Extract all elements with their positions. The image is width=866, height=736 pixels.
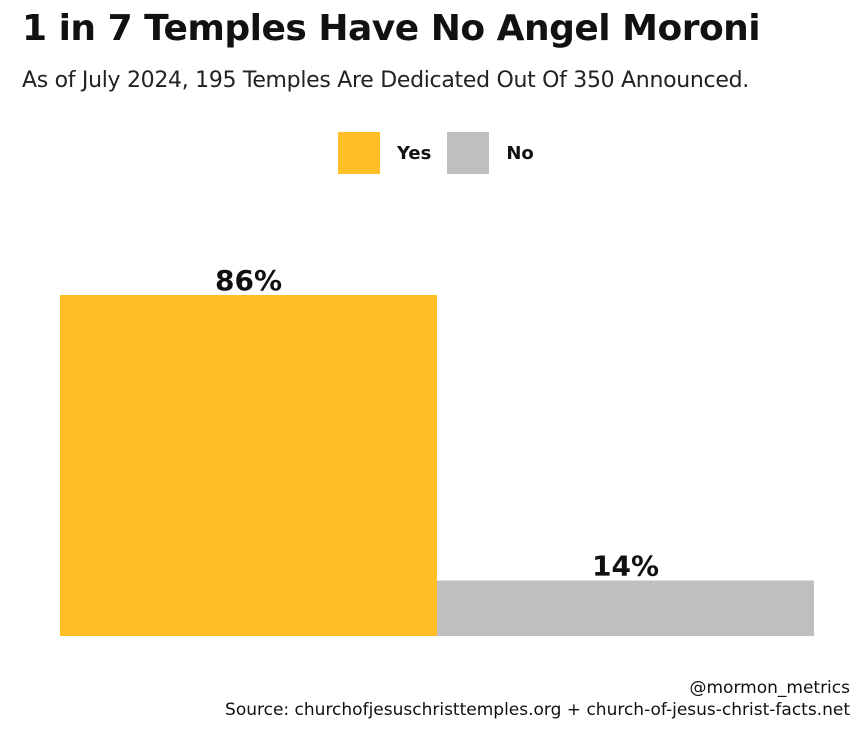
data-label-yes: 86% [215, 264, 282, 297]
legend: Yes No [338, 132, 550, 174]
author-handle: @mormon_metrics [689, 678, 851, 698]
legend-item-yes: Yes [338, 132, 431, 174]
chart-title: 1 in 7 Temples Have No Angel Moroni [22, 8, 761, 49]
bar-no [437, 580, 814, 636]
data-label-no: 14% [592, 549, 659, 582]
legend-label-yes: Yes [397, 142, 432, 164]
legend-swatch-yes [338, 132, 380, 174]
bar-yes [60, 295, 437, 636]
source-caption: Source: churchofjesuschristtemples.org +… [225, 700, 850, 720]
legend-label-no: No [506, 142, 534, 164]
chart-subtitle: As of July 2024, 195 Temples Are Dedicat… [22, 68, 749, 93]
legend-swatch-no [447, 132, 490, 174]
legend-item-no: No [447, 132, 534, 174]
